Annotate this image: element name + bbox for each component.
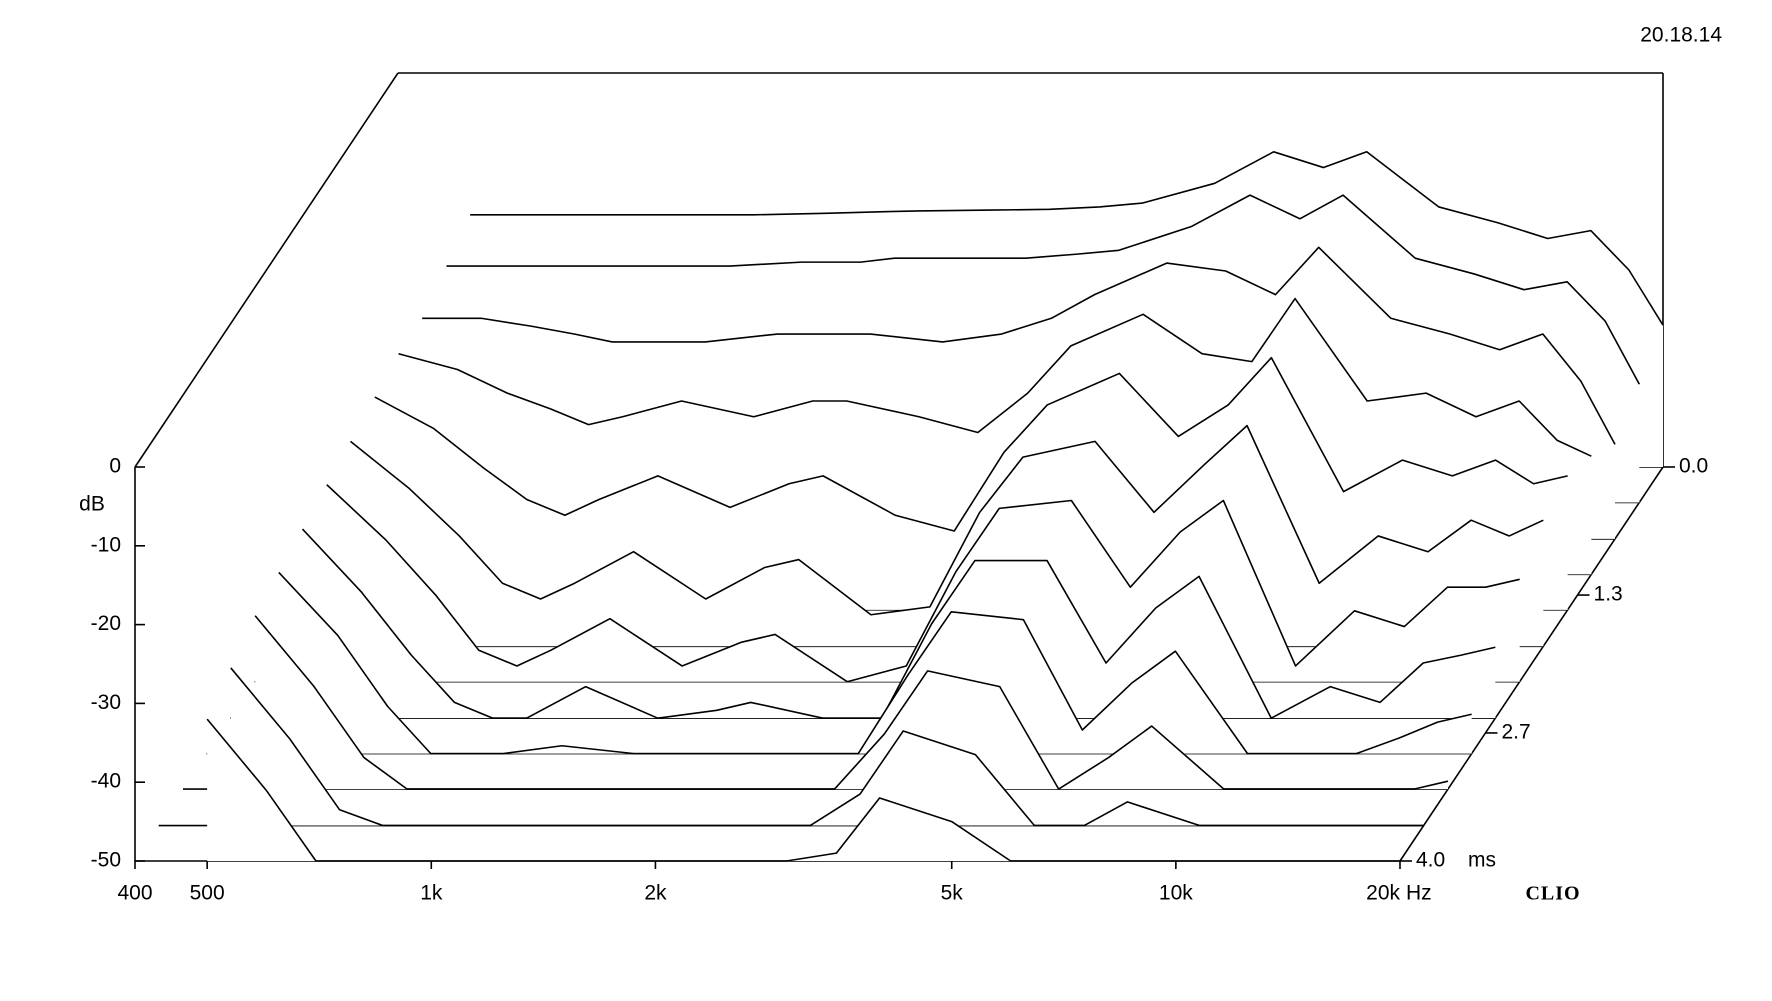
y-axis-label: dB (79, 493, 105, 516)
x-tick-label: 2k (644, 882, 667, 905)
z-tick-label: 1.3 (1594, 583, 1623, 606)
slice-fill (255, 615, 1448, 790)
slice-curve (301, 528, 1496, 719)
z-tick-label: 2.7 (1501, 720, 1530, 743)
slice-curve (422, 246, 1616, 445)
x-tick-label: 1k (420, 882, 443, 905)
slice-curve (349, 424, 1544, 616)
brand: CLIO (1525, 883, 1580, 905)
y-tick-label: -50 (91, 849, 121, 872)
x-tick-label: 10k (1159, 882, 1193, 905)
slice-curve (326, 484, 1520, 683)
x-tick-label: 20k (1366, 882, 1400, 905)
slice-fill (302, 529, 1496, 719)
slice-curve (398, 297, 1592, 457)
frame-line (134, 72, 399, 468)
timestamp: 20.18.14 (1640, 24, 1722, 47)
z-tick-label: 0.0 (1679, 455, 1708, 478)
y-tick-label: 0 (109, 455, 121, 478)
z-tick-label: 4.0 (1416, 849, 1445, 872)
x-tick-label: 500 (190, 882, 225, 905)
slice-curve (374, 356, 1568, 532)
slice-curve (206, 718, 1400, 862)
frame-line (1399, 466, 1664, 862)
x-tick-label: 5k (941, 882, 964, 905)
y-tick-label: -40 (91, 770, 121, 793)
x-tick-label: 400 (117, 882, 152, 905)
slice-curve (254, 615, 1449, 790)
slice-curve (230, 667, 1424, 827)
y-tick-label: -20 (91, 612, 121, 635)
y-tick-label: -10 (91, 533, 121, 556)
x-unit: Hz (1406, 882, 1432, 905)
slice-curve (470, 151, 1664, 326)
slice-curve (278, 571, 1472, 755)
z-unit: ms (1468, 849, 1496, 872)
y-tick-label: -30 (91, 691, 121, 714)
slice-fill (278, 572, 1472, 754)
slice-curve (446, 194, 1641, 385)
